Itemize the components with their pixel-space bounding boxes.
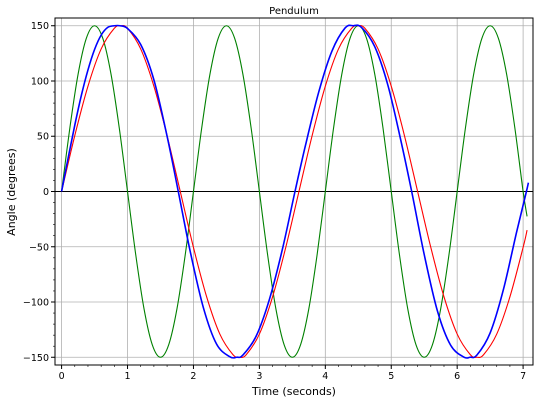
y-tick-label: −150: [23, 353, 49, 364]
grid: [55, 18, 533, 365]
y-tick-label: 150: [31, 21, 49, 32]
x-tick-label: 5: [388, 371, 394, 382]
y-tick-label: 100: [31, 76, 49, 87]
x-tick-label: 4: [322, 371, 328, 382]
y-tick-label: 50: [37, 132, 49, 143]
x-tick-label: 2: [190, 371, 196, 382]
chart-title: Pendulum: [269, 6, 319, 17]
x-tick-label: 7: [520, 371, 526, 382]
red-series-line: [61, 24, 528, 359]
y-axis-label: Angle (degrees): [5, 148, 18, 236]
green-series-line: [61, 25, 528, 358]
y-tick-label: −50: [29, 242, 49, 253]
x-tick-label: 1: [125, 371, 131, 382]
blue-series-line: [60, 24, 530, 359]
x-axis-label: Time (seconds): [251, 385, 336, 398]
x-tick-label: 0: [59, 371, 65, 382]
x-tick-label: 3: [256, 371, 262, 382]
series-layer: [60, 24, 530, 359]
x-tick-label: 6: [454, 371, 460, 382]
y-tick-label: 0: [43, 187, 49, 198]
tick-layer: 0 1 2 3 4 5 6 7 −150 −100 −50 0 50 100 150: [23, 21, 526, 382]
y-tick-label: −100: [23, 298, 49, 309]
